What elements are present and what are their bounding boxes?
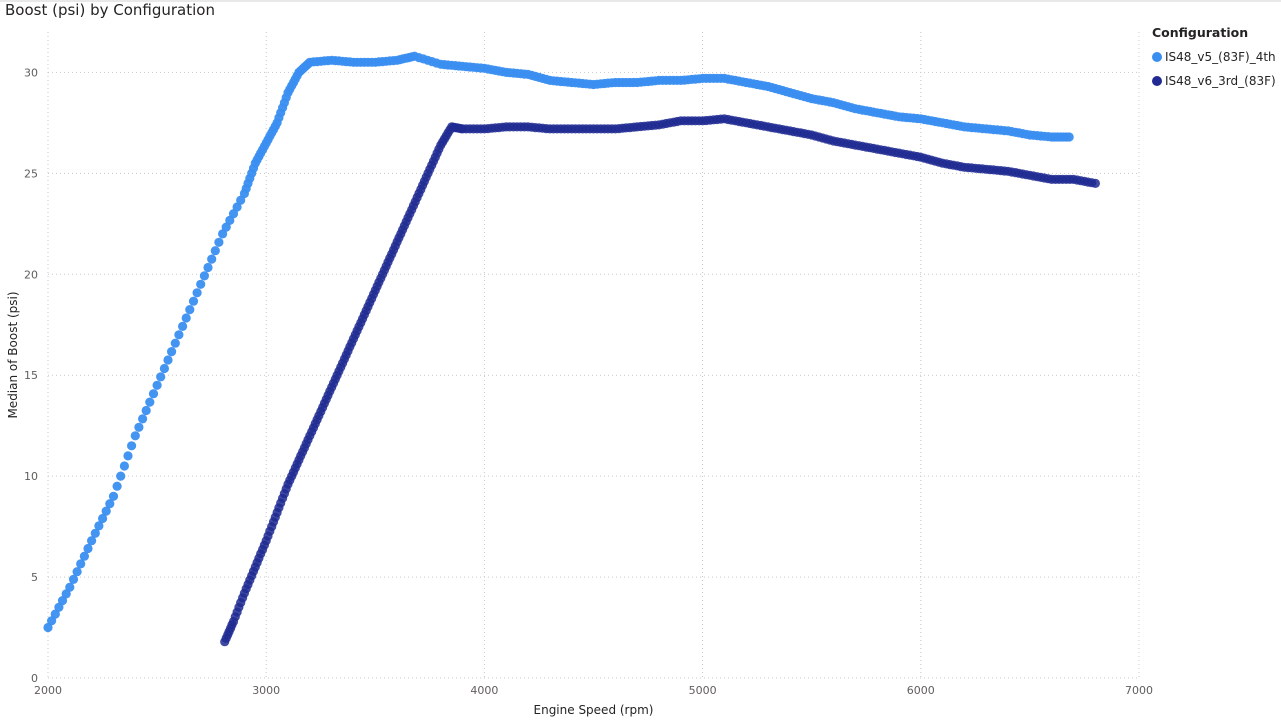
data-point[interactable] xyxy=(83,543,93,554)
data-point[interactable] xyxy=(152,380,162,390)
data-point[interactable] xyxy=(141,405,151,416)
data-point[interactable] xyxy=(47,616,57,626)
data-point[interactable] xyxy=(65,582,75,592)
legend-marker-icon xyxy=(1152,76,1162,86)
data-point[interactable] xyxy=(90,528,100,538)
data-point[interactable] xyxy=(87,536,97,546)
y-tick-label: 15 xyxy=(24,369,38,382)
data-point[interactable] xyxy=(72,567,82,577)
data-point[interactable] xyxy=(159,363,169,374)
data-point[interactable] xyxy=(1090,178,1100,188)
data-point[interactable] xyxy=(225,215,235,225)
data-point[interactable] xyxy=(210,246,220,256)
data-point[interactable] xyxy=(167,347,177,357)
data-point[interactable] xyxy=(188,296,199,306)
legend-title: Configuration xyxy=(1152,25,1249,40)
data-point[interactable] xyxy=(178,321,188,331)
data-point[interactable] xyxy=(98,513,108,524)
data-point[interactable] xyxy=(218,229,228,239)
data-point[interactable] xyxy=(108,491,119,501)
data-point[interactable] xyxy=(123,451,133,461)
tick-labels: 0 5 10 15 20 25 30 2000 3000 4000 5000 6000 7000 xyxy=(24,66,1153,697)
y-tick-label: 0 xyxy=(31,672,38,685)
x-tick-label: 2000 xyxy=(34,684,62,697)
legend-label: IS48_v6_3rd_(83F) xyxy=(1165,74,1276,88)
data-point[interactable] xyxy=(207,254,217,264)
x-tick-label: 3000 xyxy=(252,684,280,697)
data-point[interactable] xyxy=(236,195,246,205)
y-tick-label: 10 xyxy=(24,470,38,483)
data-point[interactable] xyxy=(101,506,111,516)
data-point[interactable] xyxy=(196,279,206,289)
chart-title: Boost (psi) by Configuration xyxy=(5,1,215,19)
data-point[interactable] xyxy=(79,551,89,561)
data-point[interactable] xyxy=(185,305,195,315)
data-point[interactable] xyxy=(134,422,144,432)
data-point[interactable] xyxy=(76,559,86,569)
y-axis-title: Median of Boost (psi) xyxy=(6,291,20,418)
y-tick-label: 20 xyxy=(24,268,38,281)
top-border xyxy=(0,0,1281,2)
data-point[interactable] xyxy=(127,441,137,451)
data-point[interactable] xyxy=(145,397,155,407)
data-point[interactable] xyxy=(232,202,242,212)
data-point[interactable] xyxy=(214,237,224,247)
data-point[interactable] xyxy=(119,461,129,471)
data-point[interactable] xyxy=(94,521,104,531)
x-tick-label: 4000 xyxy=(470,684,498,697)
x-tick-label: 6000 xyxy=(907,684,935,697)
legend-item-series-2[interactable]: IS48_v6_3rd_(83F) xyxy=(1152,69,1276,93)
data-point[interactable] xyxy=(105,499,115,509)
data-point[interactable] xyxy=(138,414,148,424)
data-point[interactable] xyxy=(112,481,122,491)
data-point[interactable] xyxy=(163,355,173,365)
legend: Configuration IS48_v5_(83F)_4th IS48_v6_… xyxy=(1152,25,1276,93)
data-point[interactable] xyxy=(130,431,140,441)
data-point[interactable] xyxy=(116,471,126,481)
data-point[interactable] xyxy=(57,596,68,606)
legend-label: IS48_v5_(83F)_4th xyxy=(1165,50,1276,64)
data-points xyxy=(43,51,1100,647)
y-tick-label: 5 xyxy=(31,571,38,584)
data-point[interactable] xyxy=(199,271,209,281)
data-point[interactable] xyxy=(148,389,159,399)
y-tick-label: 25 xyxy=(24,167,38,180)
data-point[interactable] xyxy=(174,330,184,340)
x-axis-title: Engine Speed (rpm) xyxy=(534,703,654,717)
y-tick-label: 30 xyxy=(24,66,38,79)
data-point[interactable] xyxy=(1064,132,1074,142)
data-point[interactable] xyxy=(181,313,191,323)
legend-item-series-1[interactable]: IS48_v5_(83F)_4th xyxy=(1152,45,1276,69)
data-point[interactable] xyxy=(170,338,180,348)
data-point[interactable] xyxy=(156,372,166,382)
x-tick-label: 7000 xyxy=(1125,684,1153,697)
data-point[interactable] xyxy=(192,288,202,298)
data-point[interactable] xyxy=(50,609,60,619)
x-tick-label: 5000 xyxy=(689,684,717,697)
legend-marker-icon xyxy=(1152,52,1162,62)
data-point[interactable] xyxy=(68,574,79,585)
data-point[interactable] xyxy=(203,262,213,273)
